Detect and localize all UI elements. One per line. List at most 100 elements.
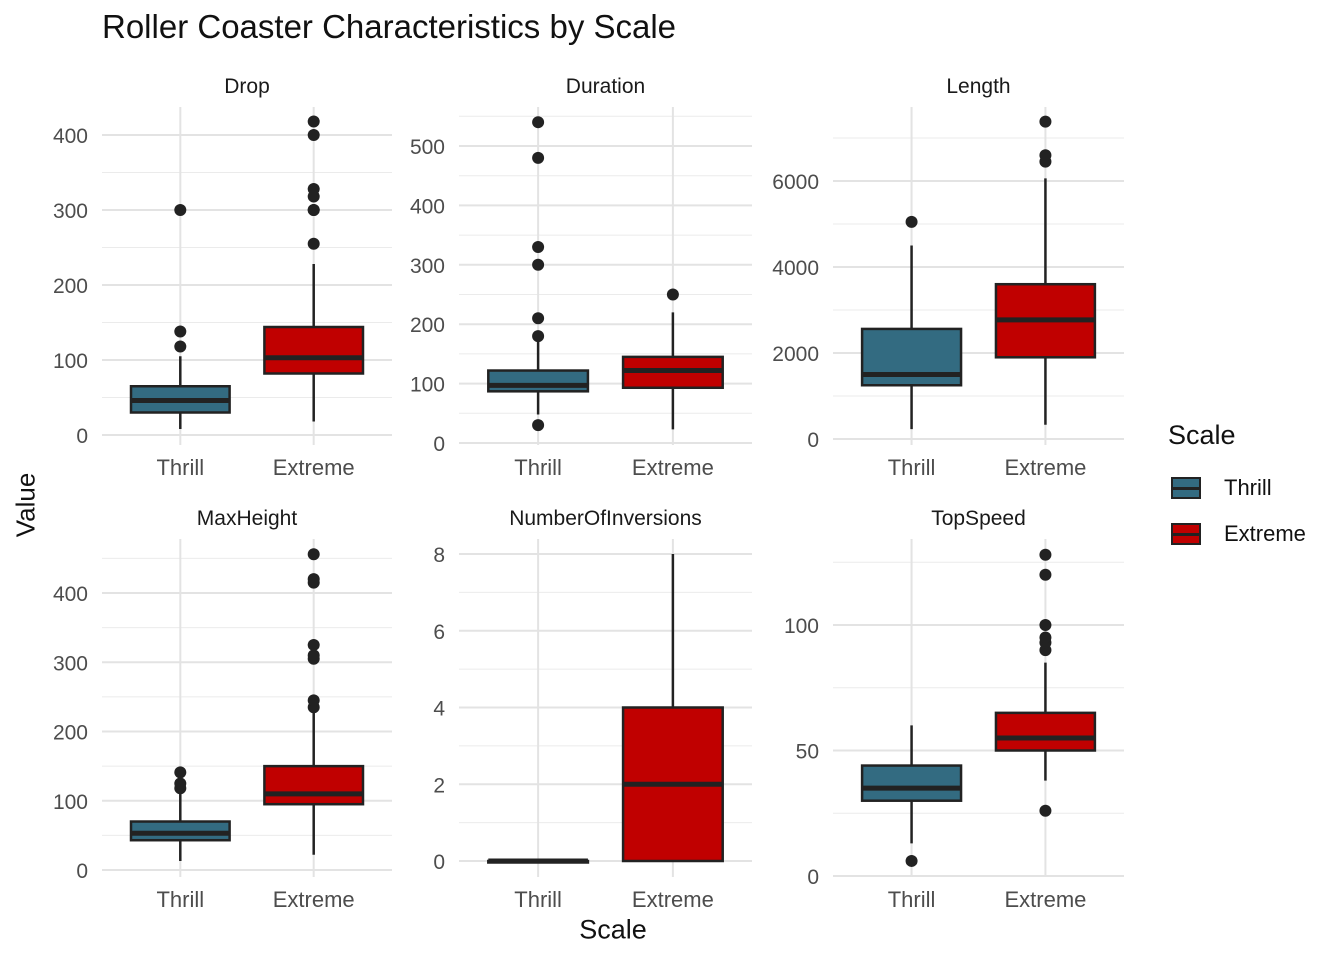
facet-label: MaxHeight: [197, 507, 298, 530]
outlier-point: [307, 204, 320, 216]
legend-label-extreme: Extreme: [1224, 521, 1306, 546]
y-tick-label: 0: [433, 433, 445, 456]
y-tick-label: 6000: [772, 171, 819, 194]
y-tick-label: 100: [53, 791, 88, 814]
y-tick-label: 100: [53, 350, 88, 373]
outlier-point: [532, 258, 545, 271]
panel-maxheight: 0 100 200 300 400 Thrill Extreme MaxHeight: [53, 507, 392, 912]
box-extreme: [263, 115, 365, 422]
y-tick-label: 100: [784, 615, 819, 638]
outlier-point: [174, 766, 187, 779]
y-tick-label: 0: [807, 866, 819, 889]
outlier-point: [532, 151, 545, 164]
y-tick-label: 200: [410, 314, 445, 337]
box-extreme: [994, 115, 1097, 425]
box-thrill: [129, 204, 231, 429]
panel-numberofinversions: 0 2 4 6 8 Thrill Extreme NumberOfInversions: [433, 507, 752, 912]
chart-title: Roller Coaster Characteristics by Scale: [102, 8, 677, 45]
facet-label: Duration: [566, 75, 645, 98]
y-tick-label: 0: [76, 860, 88, 883]
y-tick-label: 0: [76, 425, 88, 448]
outlier-point: [307, 115, 320, 128]
legend-title: Scale: [1168, 420, 1236, 450]
box-iqr: [860, 764, 963, 802]
x-tick-label: Extreme: [632, 887, 714, 912]
outlier-point: [174, 777, 187, 790]
outlier-point: [1039, 548, 1052, 561]
legend-item-thrill: Thrill: [1168, 465, 1306, 511]
box-thrill: [860, 215, 963, 430]
outlier-point: [174, 325, 187, 338]
x-tick-label: Thrill: [888, 455, 936, 480]
legend-key-extreme: [1168, 515, 1204, 553]
box-extreme: [263, 548, 365, 855]
box-thrill: [487, 116, 590, 432]
outlier-point: [532, 330, 545, 343]
outlier-point: [1039, 631, 1052, 644]
box-thrill: [487, 858, 590, 864]
y-tick-label: 0: [807, 429, 819, 452]
x-tick-label: Thrill: [888, 887, 936, 912]
facet-label: TopSpeed: [931, 507, 1026, 530]
y-tick-label: 300: [410, 255, 445, 278]
outlier-point: [307, 694, 320, 707]
y-tick-label: 50: [796, 741, 819, 764]
outlier-point: [666, 288, 679, 301]
outlier-point: [532, 312, 545, 325]
x-axis-label: Scale: [579, 914, 647, 945]
facet-label: NumberOfInversions: [509, 507, 702, 530]
y-tick-label: 400: [53, 125, 88, 148]
box-thrill: [860, 725, 963, 867]
facet-label: Drop: [224, 75, 270, 98]
y-tick-label: 300: [53, 652, 88, 675]
outlier-point: [174, 204, 187, 216]
outlier-point: [1039, 568, 1052, 581]
box-extreme: [621, 288, 724, 430]
x-tick-label: Thrill: [514, 887, 562, 912]
outlier-point: [174, 340, 187, 353]
y-tick-label: 4000: [772, 257, 819, 280]
outlier-point: [532, 240, 545, 253]
y-tick-label: 2: [433, 774, 445, 797]
y-tick-label: 100: [410, 374, 445, 397]
panel-length: 0 2000 4000 6000 Thrill Extreme Length: [772, 75, 1124, 480]
y-tick-label: 300: [53, 200, 88, 223]
outlier-point: [307, 649, 320, 662]
facet-label: Length: [946, 75, 1010, 98]
outlier-point: [532, 116, 545, 129]
y-tick-label: 500: [410, 136, 445, 159]
outlier-point: [532, 419, 545, 432]
box-thrill: [129, 766, 231, 861]
legend-item-extreme: Extreme: [1168, 511, 1306, 557]
outlier-point: [1039, 149, 1052, 162]
y-tick-label: 0: [433, 851, 445, 874]
x-tick-label: Extreme: [1004, 887, 1086, 912]
y-tick-label: 200: [53, 722, 88, 745]
outlier-point: [307, 638, 320, 651]
outlier-point: [905, 854, 918, 867]
box-iqr: [263, 764, 365, 806]
x-tick-label: Extreme: [273, 887, 355, 912]
x-tick-label: Thrill: [514, 455, 562, 480]
x-tick-label: Thrill: [156, 887, 204, 912]
y-axis-label: Value: [10, 472, 41, 538]
y-tick-label: 200: [53, 275, 88, 298]
y-tick-label: 2000: [772, 343, 819, 366]
outlier-point: [1039, 115, 1052, 128]
outlier-point: [1039, 804, 1052, 817]
panel-drop: 0 100 200 300 400 Thrill Extreme Drop: [53, 75, 392, 480]
y-tick-label: 6: [433, 621, 445, 644]
outlier-point: [1039, 619, 1052, 631]
y-tick-label: 400: [53, 583, 88, 606]
outlier-point: [307, 237, 320, 250]
box-extreme: [621, 554, 724, 863]
box-iqr: [487, 369, 590, 393]
outlier-point: [307, 573, 320, 586]
x-tick-label: Extreme: [273, 455, 355, 480]
box-iqr: [994, 711, 1097, 752]
y-tick-label: 8: [433, 544, 445, 567]
box-iqr: [263, 325, 365, 375]
legend: Scale Thrill Extreme: [1168, 420, 1306, 557]
